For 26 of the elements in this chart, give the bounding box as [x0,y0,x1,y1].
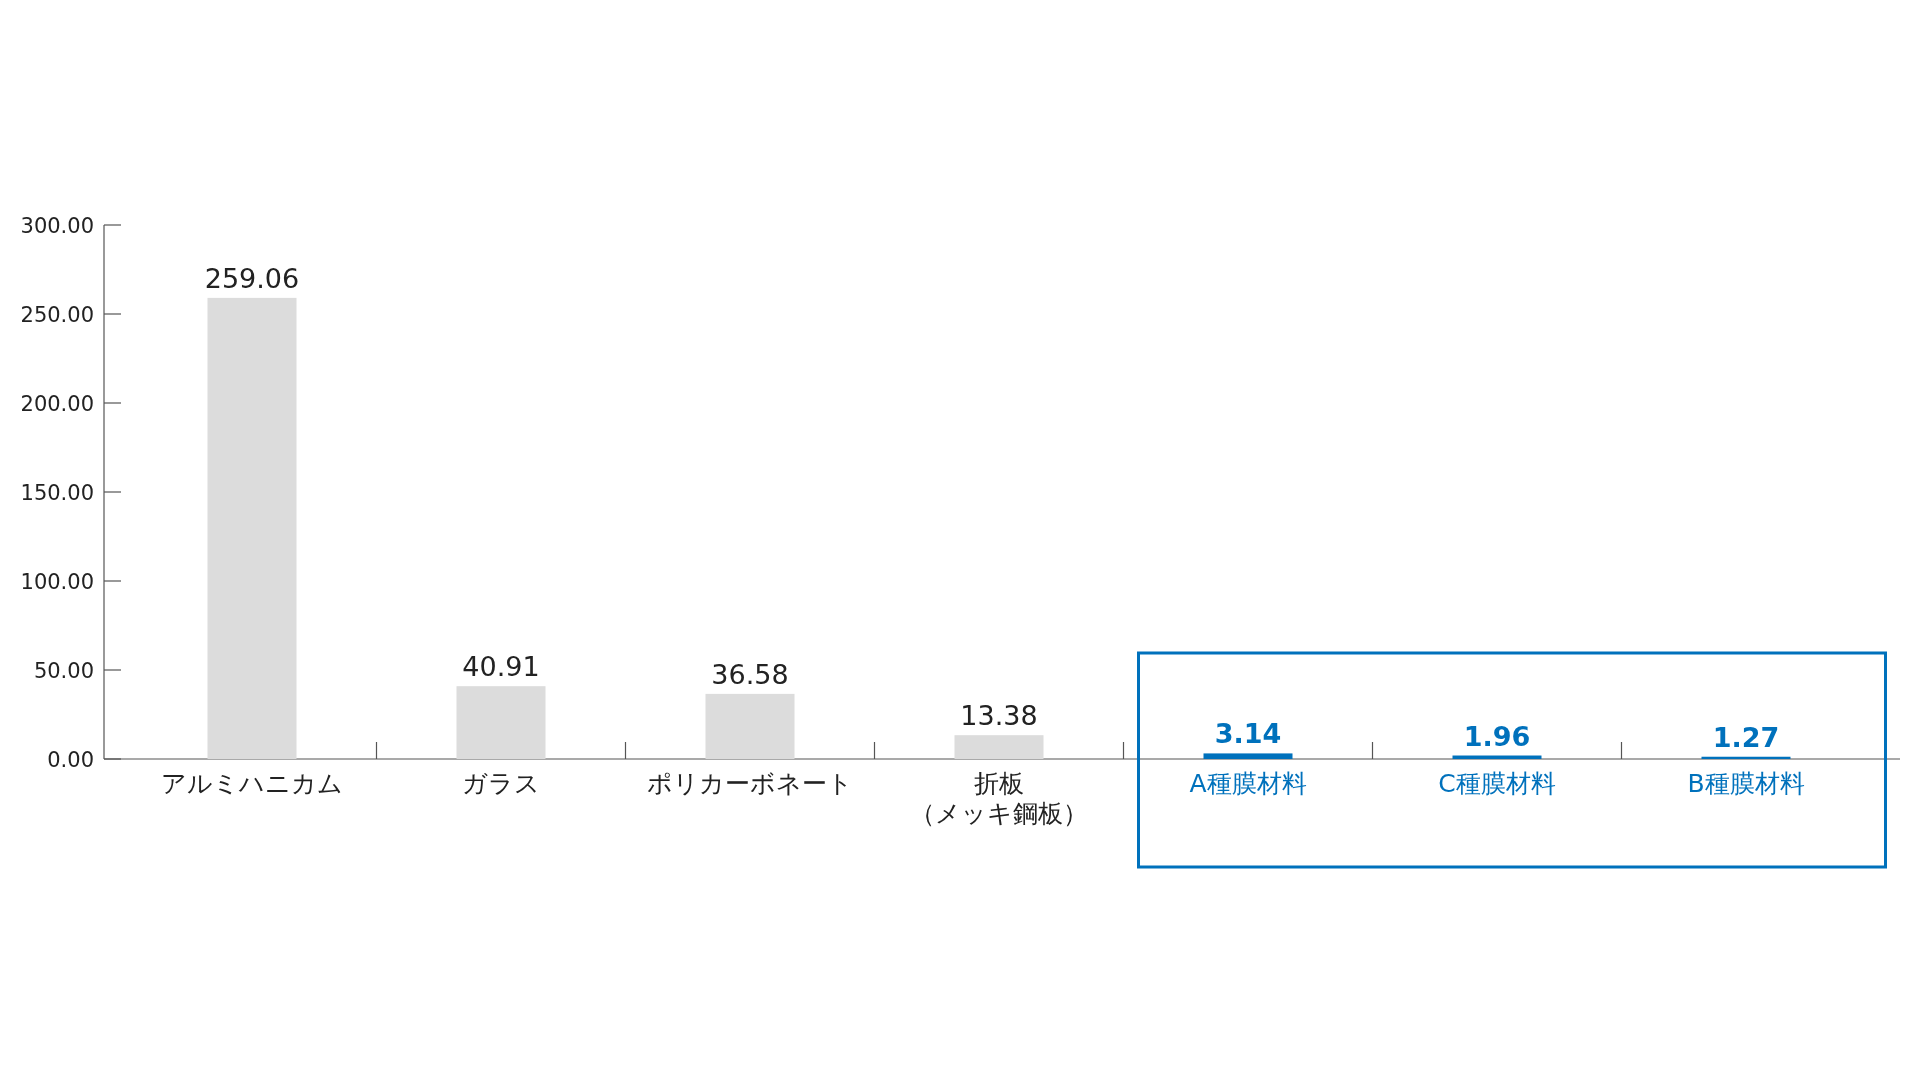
data-label: 1.27 [1712,721,1780,753]
y-tick-label: 150.00 [20,481,94,505]
bar [207,297,297,759]
data-label: 40.91 [462,651,540,683]
x-tick-label: 折板（メッキ鋼板） [910,769,1088,828]
x-tick-label: B種膜材料 [1687,769,1805,798]
y-tick-label: 100.00 [20,570,94,594]
data-label: 13.38 [960,700,1038,732]
y-tick-label: 250.00 [20,303,94,327]
x-tick-label: A種膜材料 [1189,769,1307,798]
y-tick-label: 0.00 [47,748,94,772]
data-label: 1.96 [1463,720,1531,752]
y-tick-label: 300.00 [20,214,94,238]
bar [705,693,795,759]
data-label: 36.58 [711,658,789,690]
x-tick-label: C種膜材料 [1438,769,1556,798]
bar [1203,753,1293,759]
y-tick-label: 50.00 [33,659,94,683]
x-tick-label: ポリカーボネート [647,769,853,798]
x-tick-label: ガラス [462,769,540,798]
bar [456,686,546,759]
bar [954,735,1044,759]
data-label: 259.06 [204,262,300,294]
y-tick-label: 200.00 [20,392,94,416]
x-tick-label: アルミハニカム [161,769,343,798]
data-label: 3.14 [1214,718,1282,750]
